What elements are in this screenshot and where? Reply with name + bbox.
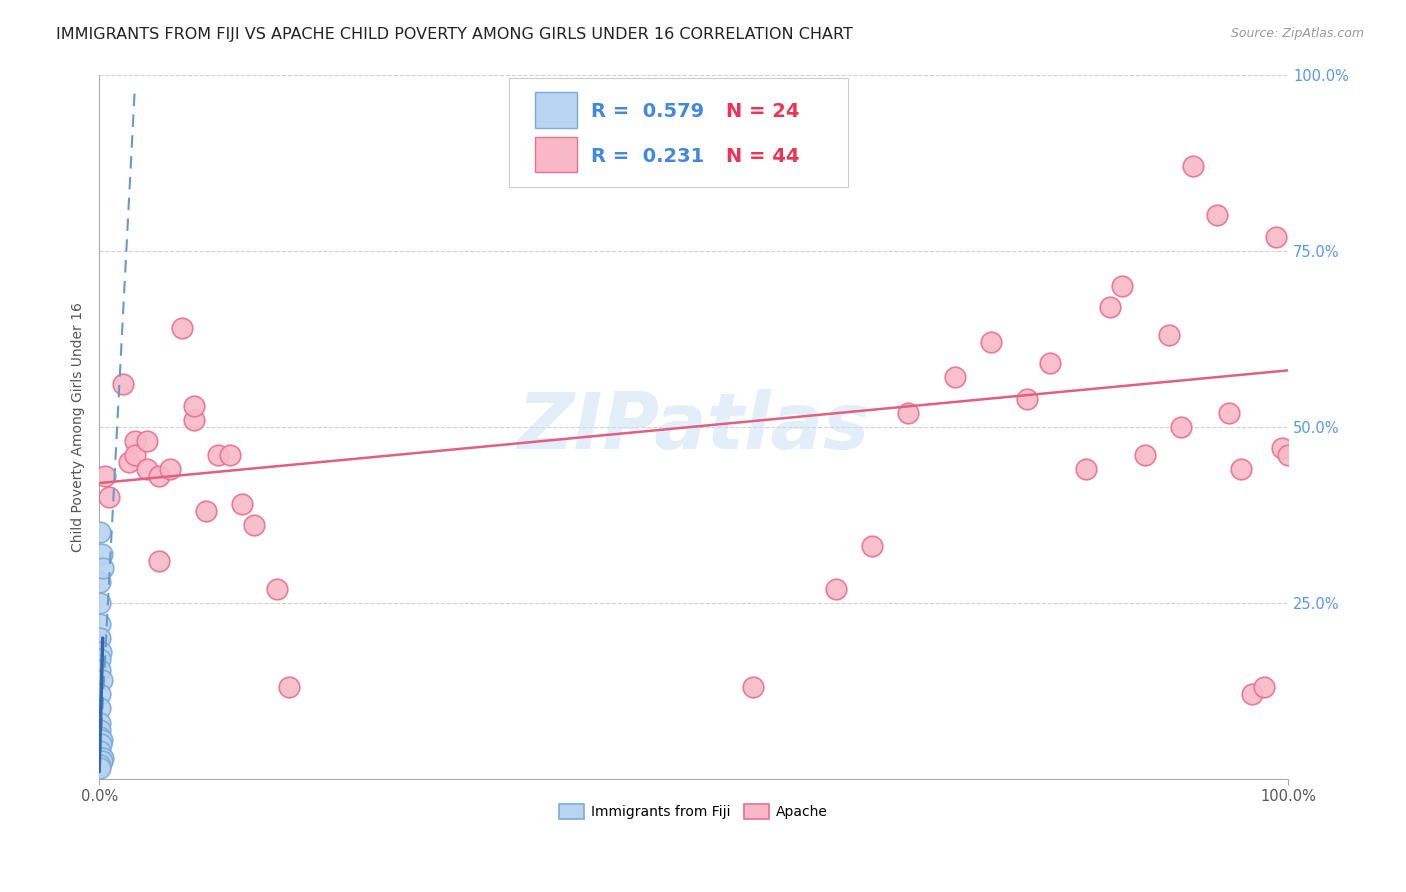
Point: [89, 525, 111, 540]
Legend: Immigrants from Fiji, Apache: Immigrants from Fiji, Apache: [554, 798, 834, 825]
Point: [148, 553, 170, 567]
Text: R =  0.579: R = 0.579: [592, 103, 704, 121]
Point: [1181, 159, 1204, 173]
Point: [90, 733, 112, 747]
Point: [1253, 681, 1275, 695]
Point: [124, 448, 146, 462]
Point: [1074, 462, 1097, 476]
FancyBboxPatch shape: [536, 93, 576, 128]
Point: [1241, 687, 1264, 701]
Point: [242, 518, 264, 533]
Point: [90, 547, 112, 561]
Point: [1170, 419, 1192, 434]
Point: [1218, 406, 1240, 420]
Point: [183, 399, 205, 413]
Point: [90, 673, 112, 688]
Point: [89, 715, 111, 730]
Point: [89, 761, 111, 775]
FancyBboxPatch shape: [509, 78, 848, 187]
Point: [90, 645, 112, 659]
Point: [943, 370, 966, 384]
Point: [89, 701, 111, 715]
Point: [89, 757, 111, 772]
Point: [135, 462, 157, 476]
Point: [1135, 448, 1157, 462]
Point: [231, 497, 253, 511]
Point: [266, 582, 288, 596]
Point: [1277, 448, 1299, 462]
Point: [742, 681, 765, 695]
Text: R =  0.231: R = 0.231: [592, 147, 704, 166]
Text: Source: ZipAtlas.com: Source: ZipAtlas.com: [1230, 27, 1364, 40]
Point: [89, 730, 111, 744]
Point: [94, 469, 117, 483]
Point: [89, 663, 111, 677]
Point: [278, 681, 301, 695]
Y-axis label: Child Poverty Among Girls Under 16: Child Poverty Among Girls Under 16: [72, 301, 86, 551]
Point: [1159, 328, 1181, 343]
FancyBboxPatch shape: [536, 137, 576, 172]
Point: [1265, 229, 1288, 244]
Point: [159, 462, 181, 476]
Point: [97, 490, 120, 504]
Text: N = 44: N = 44: [725, 147, 799, 166]
Point: [89, 574, 111, 589]
Point: [183, 412, 205, 426]
Point: [860, 540, 883, 554]
Point: [1098, 300, 1121, 314]
Point: [207, 448, 229, 462]
Point: [89, 652, 111, 666]
Text: ZIPatlas: ZIPatlas: [517, 389, 870, 465]
Point: [897, 406, 920, 420]
Point: [980, 335, 1002, 350]
Point: [195, 504, 218, 518]
Point: [1015, 392, 1038, 406]
Point: [1271, 441, 1294, 455]
Point: [89, 723, 111, 737]
Point: [90, 754, 112, 768]
Text: IMMIGRANTS FROM FIJI VS APACHE CHILD POVERTY AMONG GIRLS UNDER 16 CORRELATION CH: IMMIGRANTS FROM FIJI VS APACHE CHILD POV…: [56, 27, 853, 42]
Point: [219, 448, 242, 462]
Point: [118, 455, 141, 469]
Point: [89, 744, 111, 758]
Point: [148, 469, 170, 483]
Point: [90, 737, 112, 751]
Point: [91, 751, 114, 765]
Point: [91, 560, 114, 574]
Point: [89, 596, 111, 610]
Point: [1205, 208, 1227, 222]
Point: [172, 321, 194, 335]
Point: [124, 434, 146, 448]
Text: N = 24: N = 24: [725, 103, 799, 121]
Point: [89, 687, 111, 701]
Point: [1111, 278, 1133, 293]
Point: [111, 377, 134, 392]
Point: [89, 751, 111, 765]
Point: [89, 631, 111, 645]
Point: [89, 616, 111, 631]
Point: [1039, 356, 1062, 370]
Point: [135, 434, 157, 448]
Point: [825, 582, 848, 596]
Point: [1229, 462, 1251, 476]
